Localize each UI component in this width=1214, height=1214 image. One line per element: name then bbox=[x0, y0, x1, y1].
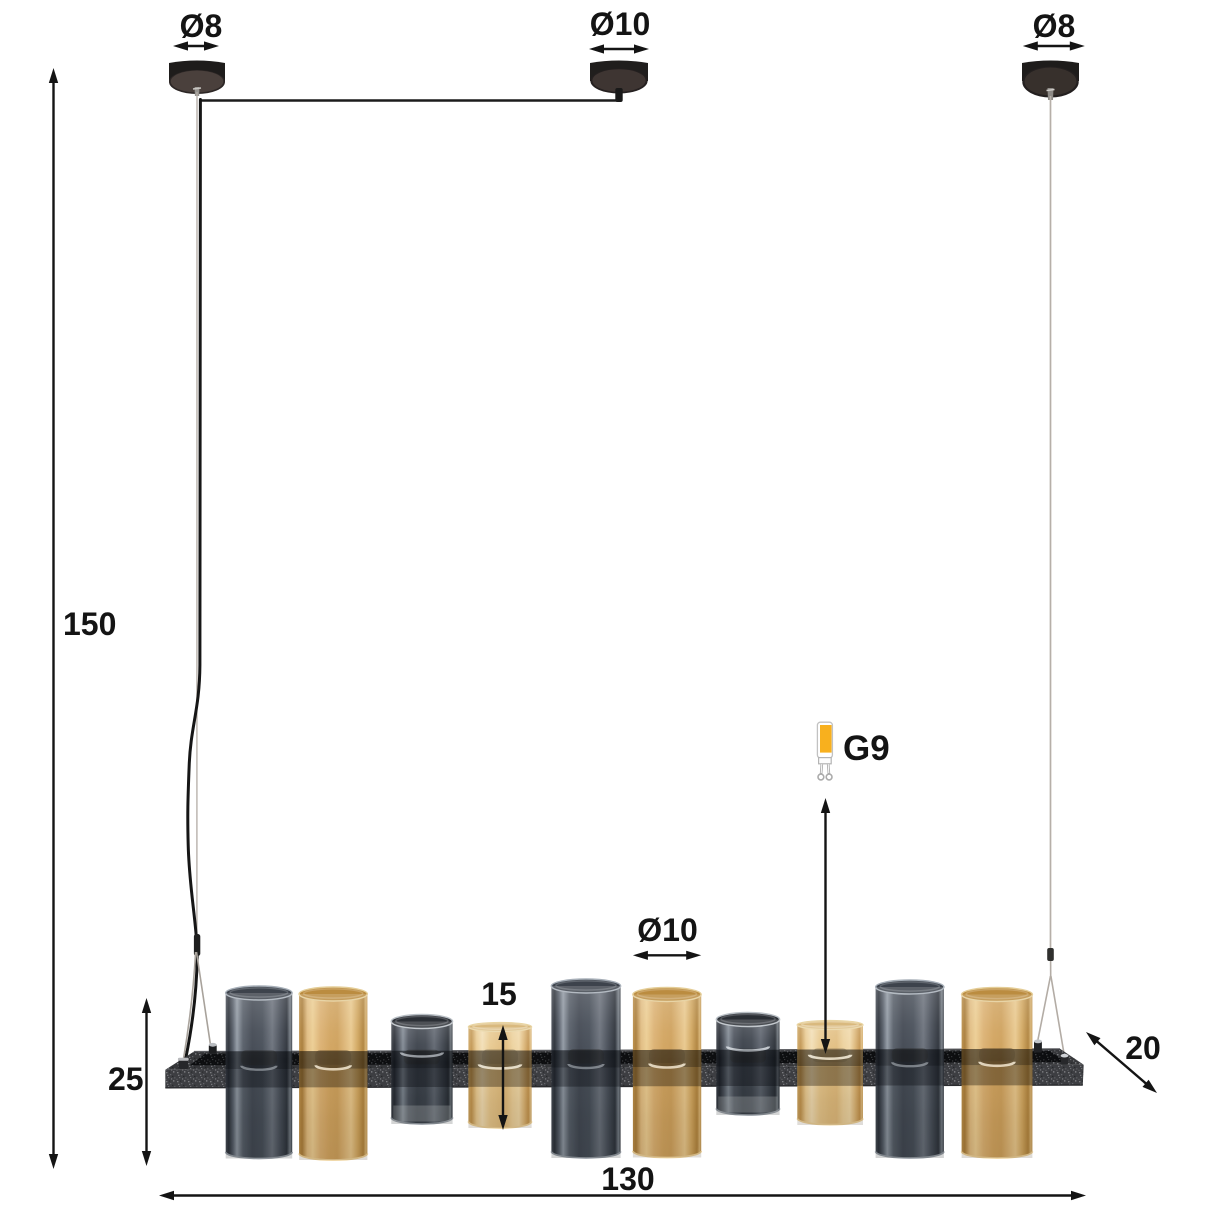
svg-text:Ø10: Ø10 bbox=[637, 912, 697, 948]
svg-text:150: 150 bbox=[63, 606, 116, 642]
svg-text:G9: G9 bbox=[843, 729, 890, 768]
svg-text:Ø10: Ø10 bbox=[590, 6, 650, 42]
svg-text:Ø8: Ø8 bbox=[180, 8, 223, 44]
svg-text:15: 15 bbox=[481, 976, 517, 1012]
svg-text:20: 20 bbox=[1125, 1030, 1161, 1066]
svg-text:Ø8: Ø8 bbox=[1033, 8, 1076, 44]
svg-text:25: 25 bbox=[108, 1061, 144, 1097]
svg-text:130: 130 bbox=[601, 1161, 654, 1197]
